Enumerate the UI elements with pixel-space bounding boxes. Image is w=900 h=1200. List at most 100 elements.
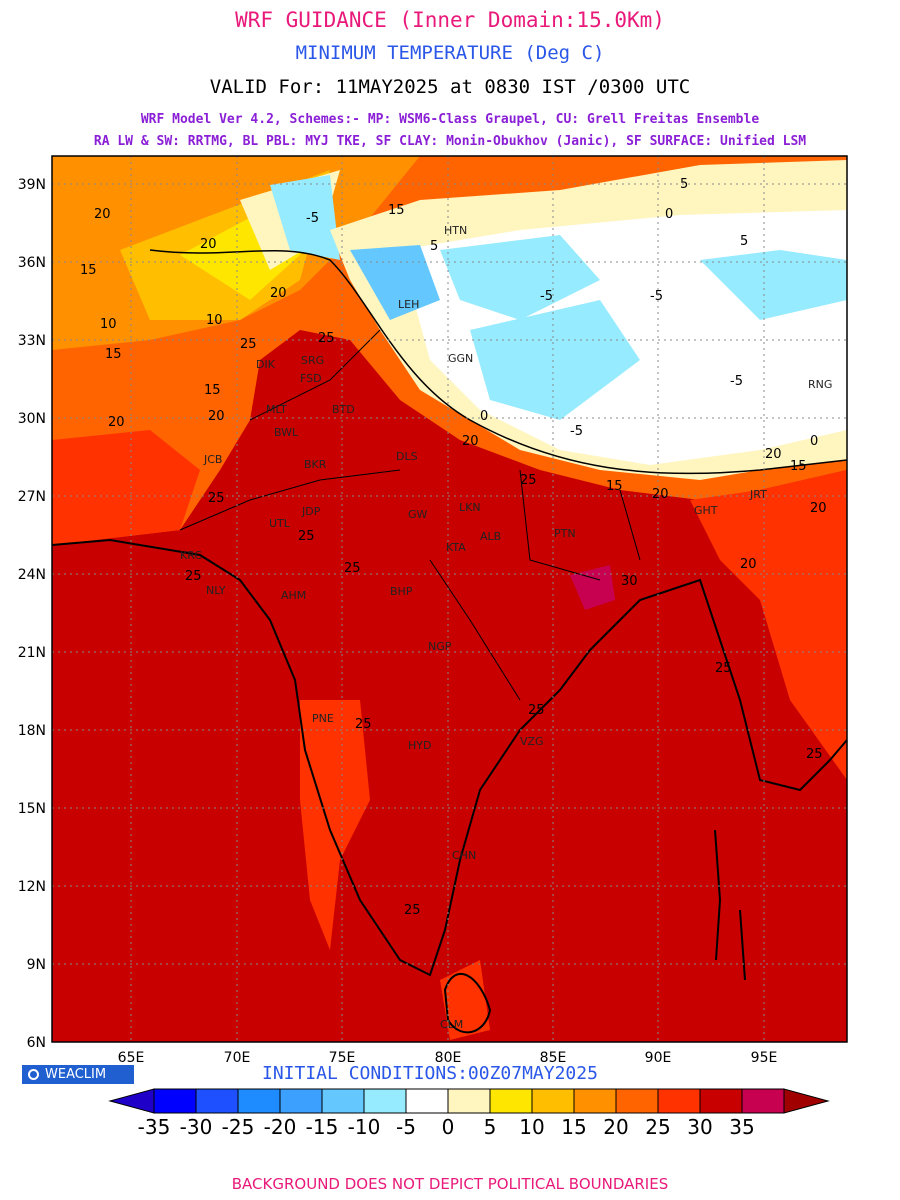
lat-label: 15N xyxy=(18,801,46,817)
station-label: SRG xyxy=(301,354,324,367)
field-neg5-nw xyxy=(270,175,340,260)
contour-label: -5 xyxy=(650,289,663,304)
station-label: GHT xyxy=(694,504,718,517)
contour-label: 25 xyxy=(344,561,361,576)
contour-label: 5 xyxy=(740,234,748,249)
contour-label: 25 xyxy=(185,569,202,584)
station-label: BKR xyxy=(304,458,327,471)
station-label: BTD xyxy=(332,403,355,416)
lon-label: 70E xyxy=(224,1050,251,1066)
logo-label: WEACLIM xyxy=(45,1067,107,1082)
contour-label: 25 xyxy=(355,717,372,732)
copyright-icon xyxy=(28,1069,39,1080)
field-neg10 xyxy=(350,245,440,320)
contour-label: 20 xyxy=(94,207,111,222)
station-label: PTN xyxy=(554,527,576,540)
lat-label: 39N xyxy=(18,177,46,193)
station-label: ALB xyxy=(480,530,501,543)
station-label: CHN xyxy=(452,849,476,862)
contour-label: 15 xyxy=(606,479,623,494)
internal-boundaries xyxy=(179,329,641,701)
contour-label: 25 xyxy=(715,661,732,676)
station-label: LKN xyxy=(459,501,481,514)
contour-labels: -5 -5 -5 -5 -5 0 0 0 5 5 5 10 10 15 15 1… xyxy=(80,177,827,918)
contour-label: 25 xyxy=(240,337,257,352)
contour-label: 5 xyxy=(430,239,438,254)
lon-axis: 65E 70E 75E 80E 85E 90E 95E xyxy=(118,1050,778,1066)
initial-conditions: INITIAL CONDITIONS:00Z07MAY2025 xyxy=(262,1063,598,1084)
station-label: FSD xyxy=(300,372,322,385)
contour-label: 20 xyxy=(208,409,225,424)
lat-label: 12N xyxy=(18,879,46,895)
contour-label: 20 xyxy=(270,286,287,301)
station-label: GW xyxy=(408,508,428,521)
lon-label: 75E xyxy=(329,1050,356,1066)
contour-label: 20 xyxy=(740,557,757,572)
contour-label: 25 xyxy=(528,703,545,718)
coastline xyxy=(52,538,847,977)
islands xyxy=(714,829,746,981)
station-label: BWL xyxy=(274,426,299,439)
station-labels: SRG FSD DIK MLT BTD BWL BKR JCB DLS LKN … xyxy=(180,224,832,1031)
lon-label: 80E xyxy=(435,1050,462,1066)
lon-label: 95E xyxy=(751,1050,778,1066)
contour-label: 15 xyxy=(204,383,221,398)
lat-label: 6N xyxy=(27,1035,46,1051)
lat-label: 27N xyxy=(18,489,46,505)
map-frame xyxy=(51,155,848,1043)
station-label: BHP xyxy=(390,585,413,598)
contour-label: 0 xyxy=(810,434,818,449)
contour-label: 30 xyxy=(621,574,638,589)
station-label: NGP xyxy=(428,640,452,653)
lat-label: 30N xyxy=(18,411,46,427)
contour-label: 0 xyxy=(665,207,673,222)
lat-label: 36N xyxy=(18,255,46,271)
field-20-ghats xyxy=(300,700,370,950)
field-25 xyxy=(52,330,847,1042)
lon-label: 90E xyxy=(645,1050,672,1066)
variable-title: MINIMUM TEMPERATURE (Deg C) xyxy=(295,42,605,64)
map-title: WRF GUIDANCE (Inner Domain:15.0Km) xyxy=(235,8,665,32)
contour-label: 25 xyxy=(208,491,225,506)
grid-lines xyxy=(52,156,847,1042)
contour-label: 25 xyxy=(806,747,823,762)
himalaya-boundary xyxy=(149,249,847,475)
contour-label: 25 xyxy=(404,903,421,918)
station-label: HYD xyxy=(408,739,431,752)
station-label: JDP xyxy=(301,505,321,518)
contour-label: 20 xyxy=(462,434,479,449)
contour-label: 0 xyxy=(480,409,488,424)
station-label: NLY xyxy=(206,584,226,597)
weaclim-logo: WEACLIM xyxy=(22,1065,134,1084)
station-label: PNE xyxy=(312,712,334,725)
station-label: DIK xyxy=(256,358,276,371)
lon-label: 85E xyxy=(540,1050,567,1066)
station-label: AHM xyxy=(281,589,306,602)
model-info-line1: WRF Model Ver 4.2, Schemes:- MP: WSM6-Cl… xyxy=(140,112,760,127)
lat-label: 33N xyxy=(18,333,46,349)
contour-label: 20 xyxy=(108,415,125,430)
station-label: VZG xyxy=(520,735,544,748)
station-label: KRC xyxy=(180,549,202,562)
field-30 xyxy=(570,565,615,610)
station-label: KTA xyxy=(446,541,466,554)
field-20-northeast xyxy=(690,470,847,780)
contour-label: 10 xyxy=(100,317,117,332)
field-20-west xyxy=(52,430,200,545)
lat-axis: 39N 36N 33N 30N 27N 24N 21N 18N 15N 12N … xyxy=(18,177,46,1051)
contour-label: 20 xyxy=(652,487,669,502)
station-label: CLM xyxy=(440,1018,463,1031)
map-fields xyxy=(52,156,847,1042)
contour-label: 15 xyxy=(105,347,122,362)
contour-label: 20 xyxy=(200,237,217,252)
contour-label: 15 xyxy=(790,459,807,474)
lat-label: 21N xyxy=(18,645,46,661)
valid-time: VALID For: 11MAY2025 at 0830 IST /0300 U… xyxy=(209,76,691,98)
field-neg5 xyxy=(440,235,847,420)
contour-label: -5 xyxy=(570,424,583,439)
station-label: DLS xyxy=(396,450,418,463)
lat-label: 24N xyxy=(18,567,46,583)
model-info-line2: RA LW & SW: RRTMG, BL PBL: MYJ TKE, SF C… xyxy=(93,134,807,149)
contour-label: 25 xyxy=(520,473,537,488)
contour-label: -5 xyxy=(306,211,319,226)
